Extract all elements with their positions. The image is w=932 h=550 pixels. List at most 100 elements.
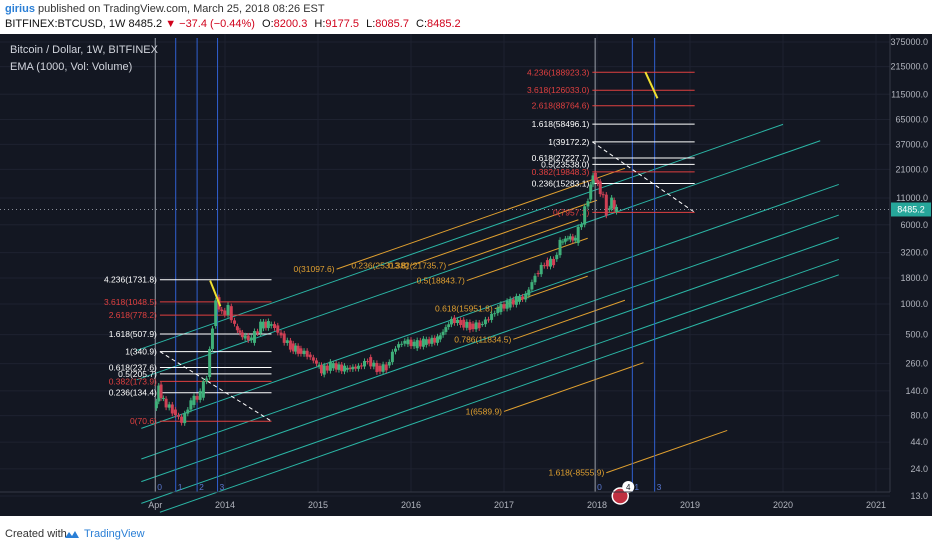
- candle-body: [415, 340, 419, 349]
- tradingview-logo[interactable]: TradingView: [64, 528, 145, 540]
- x-tick-label: Apr: [148, 500, 162, 510]
- low-label: L:: [366, 18, 376, 30]
- vertical-line-label: 3: [657, 482, 662, 492]
- candle-body: [210, 328, 214, 349]
- candle-body: [269, 324, 273, 326]
- time-axis-ticks: Apr 2014 2015 2016 2017 2018 2019 2020 2021: [148, 500, 886, 510]
- candle-body: [465, 321, 469, 328]
- candle-body: [591, 175, 595, 185]
- candle-body: [561, 241, 565, 243]
- candle-body: [406, 339, 410, 345]
- y-tick-label: 500.0: [905, 330, 928, 340]
- footer: Created with TradingView: [0, 516, 932, 550]
- chart-area[interactable]: 0(31097.6) 0.236(25313.8) 0.382(21735.7) 0.…: [0, 34, 932, 516]
- candle-body: [596, 179, 600, 184]
- candle-body: [430, 337, 434, 344]
- candle-body: [496, 307, 500, 314]
- channel-line: [513, 299, 626, 340]
- close-label: C:: [416, 18, 428, 30]
- candle-body: [264, 321, 268, 328]
- candle-body: [328, 361, 332, 371]
- author-link[interactable]: girius: [5, 3, 35, 15]
- last-price-tag: [891, 202, 931, 217]
- candle-body: [334, 363, 338, 370]
- candle-body: [288, 340, 292, 350]
- candle-body: [161, 397, 165, 399]
- y-tick-label: 1000.0: [900, 299, 928, 309]
- candle-body: [421, 338, 425, 347]
- price-axis[interactable]: [890, 34, 932, 516]
- candle-body: [530, 282, 534, 290]
- fib-level-label: 3.618(1048.5): [104, 297, 157, 307]
- y-tick-label: 115000.0: [891, 89, 928, 99]
- candle-body: [311, 357, 315, 361]
- candle-body: [387, 361, 391, 366]
- candle-body: [359, 365, 363, 367]
- candle-body: [235, 326, 239, 331]
- x-tick-label: 2018: [587, 500, 607, 510]
- candle-body: [208, 348, 212, 378]
- candle-body: [375, 362, 379, 373]
- candle-body: [351, 366, 355, 370]
- y-tick-label: 80.0: [910, 411, 928, 421]
- channel-line: [141, 258, 839, 504]
- candle-body: [201, 381, 205, 398]
- channel-line: [448, 219, 579, 266]
- channel-label: 0.236(25313.8): [351, 260, 409, 270]
- candle-body: [583, 206, 587, 225]
- y-tick-label: 65000.0: [895, 114, 928, 124]
- candle-body: [276, 325, 280, 333]
- candle-body: [508, 299, 512, 308]
- high-value: 9177.5: [325, 18, 360, 30]
- candle-body: [296, 345, 300, 354]
- fib-levels: 4.236(1731.8) 3.618(1048.5) 2.618(778.2) 1.…: [104, 67, 695, 426]
- fib-level-label: 0(7957.3): [553, 207, 590, 217]
- candle-body: [314, 360, 318, 364]
- candle-body: [294, 345, 298, 352]
- candle-body: [279, 332, 283, 336]
- candle-body: [549, 258, 552, 267]
- fib-level-label: 0.382(173.9): [109, 376, 157, 386]
- candle-body: [243, 335, 247, 339]
- target-stroke: [644, 71, 659, 99]
- candle-body: [252, 331, 256, 343]
- candle-body: [576, 226, 580, 244]
- candle-body: [447, 324, 451, 328]
- channel-lines: 0(31097.6) 0.236(25313.8)0.382(21735.7) 0.…: [136, 123, 839, 513]
- candle-body: [186, 409, 190, 414]
- candle-body: [438, 335, 442, 340]
- candle-body: [340, 364, 344, 372]
- candle-body: [157, 385, 161, 402]
- channel-label: 0.618(15951.8): [435, 304, 493, 314]
- tradingview-cloud-icon: [65, 530, 79, 538]
- price-chart[interactable]: 0(31097.6) 0.236(25313.8)0.382(21735.7) 0.…: [0, 34, 932, 516]
- y-tick-label: 215000.0: [890, 62, 928, 72]
- fib-level-label: 1.618(58496.1): [532, 119, 590, 129]
- candles: [154, 170, 619, 426]
- fib-dashed-diagonal: [159, 351, 272, 422]
- fib-level-label: 2.618(778.2): [109, 310, 157, 320]
- x-tick-label: 2015: [308, 500, 328, 510]
- candle-body: [539, 264, 543, 275]
- candle-body: [394, 348, 397, 352]
- channel-line: [159, 274, 839, 513]
- candle-body: [418, 340, 422, 347]
- price-axis-ticks: 375000.0 215000.0 115000.0 65000.0 37000.0 21…: [890, 37, 928, 501]
- candle-body: [226, 304, 230, 315]
- vertical-line-label: 1: [634, 482, 639, 492]
- candle-body: [566, 238, 570, 240]
- candle-body: [524, 293, 528, 300]
- candle-body: [345, 367, 349, 370]
- y-tick-label: 24.0: [910, 464, 928, 474]
- channel-line: [606, 429, 728, 474]
- candle-body: [159, 384, 163, 399]
- candle-body: [598, 181, 602, 195]
- candle-body: [555, 254, 559, 260]
- x-tick-label: 2016: [401, 500, 421, 510]
- candle-body: [542, 265, 546, 267]
- candle-body: [266, 321, 270, 329]
- candle-body: [471, 323, 475, 330]
- candle-body: [579, 224, 583, 228]
- candle-body: [499, 303, 503, 312]
- fib-level-label: 0.618(27227.7): [532, 153, 590, 163]
